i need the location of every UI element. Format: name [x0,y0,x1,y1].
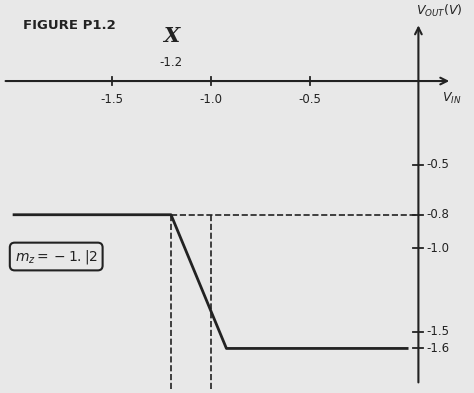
Text: -0.5: -0.5 [426,158,449,171]
Text: -1.2: -1.2 [159,56,182,69]
Text: -1.0: -1.0 [199,93,222,106]
Text: -1.6: -1.6 [426,342,449,355]
Text: FIGURE P1.2: FIGURE P1.2 [23,19,115,32]
Text: $V_{OUT}(V)$: $V_{OUT}(V)$ [417,3,463,19]
Text: -0.8: -0.8 [426,208,449,221]
Text: $m_z = -1.|2$: $m_z = -1.|2$ [15,248,98,266]
Text: -1.5: -1.5 [426,325,449,338]
Text: $V_{IN}$: $V_{IN}$ [442,91,462,106]
Text: -1.0: -1.0 [426,242,449,255]
Text: -0.5: -0.5 [298,93,321,106]
Text: -1.5: -1.5 [100,93,123,106]
Text: X: X [163,26,179,46]
